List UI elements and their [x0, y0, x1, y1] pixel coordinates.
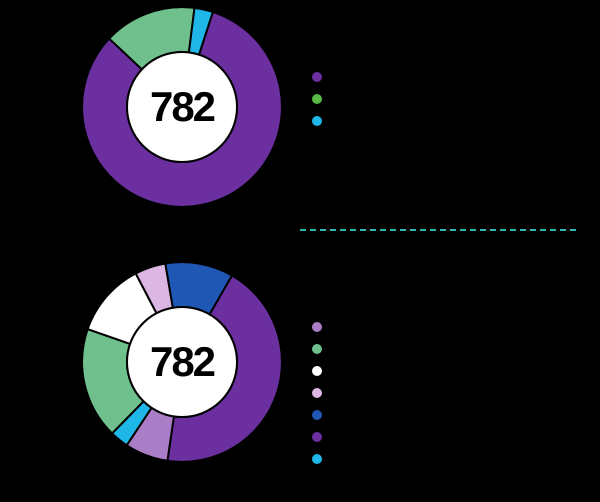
- legend-pink: [310, 386, 334, 400]
- legend-white: [310, 364, 334, 378]
- bottom-legend: [310, 320, 334, 474]
- chart-canvas: 782 782: [0, 0, 600, 502]
- legend-cyan-dot: [310, 114, 324, 128]
- legend-blue: [310, 408, 334, 422]
- legend-lightpurple: [310, 320, 334, 334]
- legend-purple-dot: [310, 430, 324, 444]
- top-legend: [310, 70, 334, 136]
- bottom-donut-center-value: 782: [150, 338, 214, 386]
- top-donut-center-value: 782: [150, 83, 214, 131]
- legend-green-dot: [310, 92, 324, 106]
- legend-cyan-dot: [310, 452, 324, 466]
- legend-cyan: [310, 114, 334, 128]
- legend-lightpurple-dot: [310, 320, 324, 334]
- legend-cyan: [310, 452, 334, 466]
- legend-green-dot: [310, 342, 324, 356]
- legend-pink-dot: [310, 386, 324, 400]
- section-divider: [300, 229, 576, 231]
- bottom-donut-chart: 782: [80, 260, 284, 464]
- legend-purple: [310, 70, 334, 84]
- legend-green: [310, 342, 334, 356]
- legend-white-dot: [310, 364, 324, 378]
- legend-purple-dot: [310, 70, 324, 84]
- legend-green: [310, 92, 334, 106]
- legend-blue-dot: [310, 408, 324, 422]
- top-donut-chart: 782: [80, 5, 284, 209]
- legend-purple: [310, 430, 334, 444]
